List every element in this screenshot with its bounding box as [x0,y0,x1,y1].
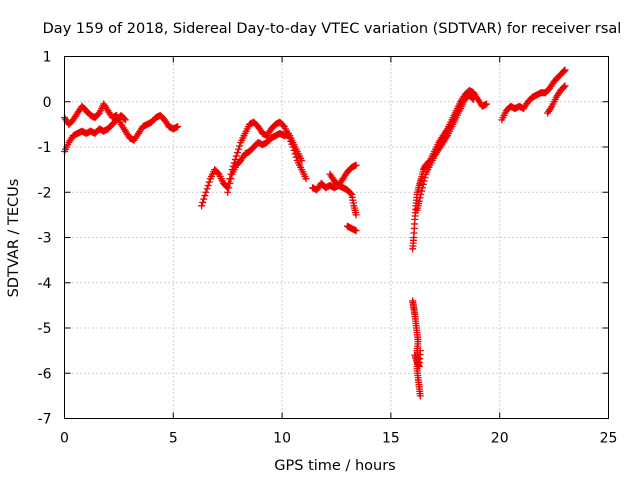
chart-title: Day 159 of 2018, Sidereal Day-to-day VTE… [43,21,622,37]
data-point [298,157,306,165]
data-point [302,175,310,183]
data-point [200,195,208,203]
data-point [233,149,241,157]
data-point [198,202,206,210]
y-tick-label: -3 [38,231,52,247]
data-point [419,180,427,188]
data-point [201,192,209,200]
data-point [417,191,425,199]
series-10 [411,347,424,370]
series-6 [343,222,360,235]
data-series [61,66,569,400]
y-tick-label: 1 [43,50,52,66]
series-7 [409,86,491,253]
series-0 [61,100,182,144]
data-point [174,123,182,131]
y-tick-label: -1 [38,140,52,156]
data-point [224,188,232,196]
data-point [352,211,360,219]
y-tick-label: 0 [43,95,52,111]
data-point [416,392,424,400]
series-2 [198,118,310,210]
series-3 [224,129,306,196]
y-tick-label: -4 [38,276,52,292]
data-point [205,178,213,186]
data-point [203,185,211,193]
y-tick-label: -6 [38,366,52,382]
x-axis-label: GPS time / hours [274,458,395,474]
data-point [470,95,478,103]
series-1 [61,111,129,156]
data-point [227,175,235,183]
series-4 [309,179,360,219]
y-tick-label: -2 [38,185,52,201]
y-tick-label: -7 [38,412,52,428]
plot-frame [64,56,609,419]
x-tick-label: 25 [600,431,618,447]
data-point [226,179,234,187]
data-point [120,115,128,123]
data-point [235,145,243,153]
series-8 [413,91,478,214]
data-point [352,161,360,169]
data-point [352,227,360,235]
data-point [231,155,239,163]
data-point [415,197,423,205]
x-tick-label: 5 [169,431,178,447]
data-point [469,94,476,102]
data-point [199,198,207,206]
data-point [418,187,426,195]
data-point [232,152,240,160]
series-9 [409,297,424,400]
series-11 [498,66,569,124]
data-point [418,184,426,192]
data-point [561,66,569,74]
data-point [420,177,428,185]
data-point [121,116,129,124]
y-axis-label: SDTVAR / TECUs [6,179,22,298]
data-point [204,181,212,189]
data-point [416,347,424,355]
y-tick-label: -5 [38,321,52,337]
series-5 [326,161,360,189]
series-12 [544,82,569,117]
data-point [483,100,491,108]
data-point [560,83,568,91]
grid [64,56,609,419]
data-point [236,142,244,150]
data-point [561,82,569,90]
x-tick-label: 0 [60,431,69,447]
x-tick-label: 15 [382,431,400,447]
x-tick-label: 10 [273,431,291,447]
data-point [347,189,355,197]
data-point [225,184,233,192]
data-point [202,188,210,196]
data-point [416,194,424,202]
x-tick-label: 20 [491,431,509,447]
data-point [421,174,429,182]
y-tick-labels: -7 -6 -5 -4 -3 -2 -1 0 1 [38,50,52,428]
x-tick-labels: 0 5 10 15 20 25 [60,431,617,447]
